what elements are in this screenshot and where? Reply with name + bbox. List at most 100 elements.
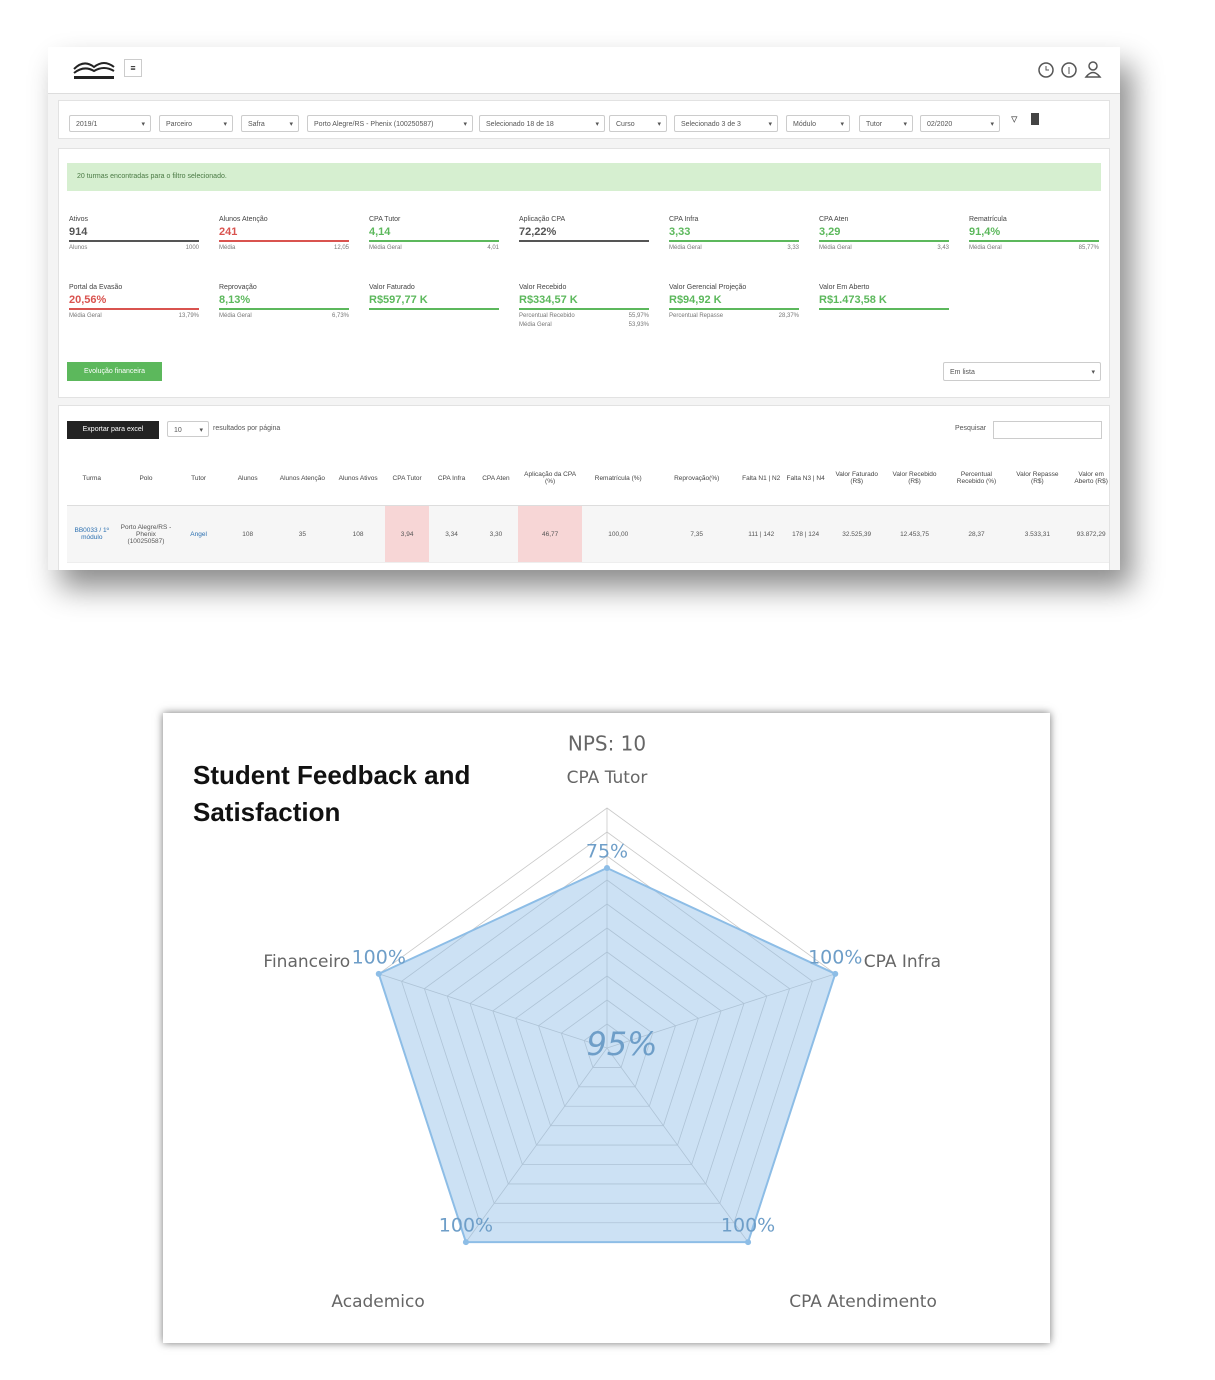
kpi-card: Reprovação 8,13% Média Geral 6,73% [219,284,349,322]
column-header[interactable]: CPA Infra [429,451,474,506]
kpi-label: Alunos Atenção [219,216,268,223]
top-bar: ≡ [48,47,1120,94]
column-header[interactable]: Alunos [221,451,274,506]
kpi-sub-label: Percentual Recebido [519,313,575,319]
filter-select[interactable]: 2019/1 [69,115,151,132]
kpi-sub-label: Alunos [69,245,88,251]
column-header[interactable]: Valor Repasse (R$) [1009,451,1066,506]
category-label: CPA Infra [864,952,941,972]
column-header[interactable]: Valor em Aberto (R$) [1065,451,1109,506]
column-header[interactable]: Polo [116,451,176,506]
filter-select[interactable]: Curso [609,115,667,132]
radar-area [377,866,837,1244]
column-header[interactable]: Valor Faturado (R$) [827,451,886,506]
kpi-sub-label: Média Geral [819,245,852,251]
column-header[interactable]: Rematrícula (%) [582,451,655,506]
kpi-bar [669,308,799,310]
center-label: 95% [586,1025,657,1063]
radar-point [375,970,382,977]
kpi-bar [969,240,1099,242]
grid-ring [560,999,654,1088]
filter-select[interactable]: Módulo [786,115,850,132]
bookmark-icon [1031,113,1039,125]
filter-select[interactable]: Tutor [859,115,913,132]
value-label: 100% [721,1215,775,1237]
kpi-bar [69,308,199,310]
kpi-sub-label: Média Geral [969,245,1002,251]
kpi-card: Alunos Atenção 241 Média 12,05 [219,216,349,254]
kpi-sub-value: 4,01 [487,245,499,251]
kpi-value: 914 [69,226,88,238]
grid-ring [423,855,791,1204]
kpi-card: CPA Infra 3,33 Média Geral 3,33 [669,216,799,254]
column-header[interactable]: Turma [67,451,117,506]
column-header[interactable]: Valor Recebido (R$) [885,451,944,506]
table-cell: 3,34 [429,505,474,563]
search-label: Pesquisar [955,425,987,432]
kpi-value: 3,29 [819,226,841,238]
column-header[interactable]: Falta N1 | N2 [739,451,784,506]
table-cell: BB0033 / 1º módulo [67,505,117,563]
kpi-label: Aplicação CPA [519,216,566,223]
kpi-sub-label: Percentual Repasse [669,313,724,319]
kpi-bar [219,240,349,242]
category-label: Financeiro [263,952,350,972]
radar-point [604,865,610,871]
kpi-label: CPA Aten [819,216,849,223]
kpi-label: Ativos [69,216,89,223]
kpi-sub-label: Média Geral [219,313,252,319]
table-cell: 46,77 [518,505,583,563]
kpi-value: 4,14 [369,226,391,238]
column-header[interactable]: Alunos Atenção [273,451,332,506]
kpi-sub: Média Geral 53,93% [519,322,649,331]
kpi-card: Rematrícula 91,4% Média Geral 85,77% [969,216,1099,254]
kpi-bar [369,240,499,242]
column-header[interactable]: Alunos Ativos [331,451,385,506]
filter-select[interactable]: Parceiro [159,115,233,132]
kpi-value: 3,33 [669,226,691,238]
kpi-sub-label: Média Geral [519,322,552,328]
kpi-label: Valor Em Aberto [819,284,870,291]
kpi-sub-value: 55,97% [628,313,649,319]
grid-ring [538,975,676,1107]
radar-panel: Student Feedback and Satisfaction NPS: 1… [163,713,1050,1343]
table-cell: 108 [221,505,274,563]
kpi-bar [669,240,799,242]
filter-select[interactable]: Porto Alegre/RS - Phenix (100250587) [307,115,473,132]
kpi-sub-value: 3,33 [787,245,799,251]
filter-select[interactable]: Selecionado 18 de 18 [479,115,605,132]
filter-select[interactable]: Safra [241,115,299,132]
column-header[interactable]: Tutor [175,451,222,506]
heading: Student Feedback and Satisfaction [193,760,471,827]
kpi-label: Valor Gerencial Projeção [669,284,747,291]
kpi-value: 8,13% [219,294,251,306]
view-select[interactable]: Em lista [943,362,1101,381]
menu-button[interactable]: ≡ [124,59,142,77]
kpi-bar [819,240,949,242]
column-header[interactable]: Reprovação(%) [654,451,740,506]
column-header[interactable]: CPA Tutor [384,451,430,506]
table-cell: 32.525,39 [827,505,886,563]
kpi-sub: Média Geral 85,77% [969,245,1099,254]
kpi-value: 91,4% [969,226,1001,238]
column-header[interactable]: Falta N3 | N4 [783,451,828,506]
filter-select[interactable]: 02/2020 [920,115,1000,132]
radar-point [745,1239,752,1246]
table-cell: 28,37 [943,505,1010,563]
export-button[interactable]: Exportar para excel [67,421,159,439]
kpi-sub: Alunos 1000 [69,245,199,254]
page-size-select[interactable]: 10 [167,421,209,437]
kpi-sub: Média Geral 3,33 [669,245,799,254]
filter-panel: 2019/1 Parceiro Safra Porto Alegre/RS - Phe… [58,100,1110,139]
filter-select[interactable]: Selecionado 3 de 3 [674,115,778,132]
grid-spoke [378,973,608,1049]
column-header[interactable]: Percentual Recebido (%) [943,451,1010,506]
column-header[interactable]: CPA Aten [473,451,519,506]
search-input[interactable] [993,421,1102,439]
kpi-sub-label: Média Geral [69,313,102,319]
kpi-card: Ativos 914 Alunos 1000 [69,216,199,254]
kpi-sub-value: 1000 [185,245,199,251]
kpi-sub: Média Geral 13,79% [69,313,199,322]
column-header[interactable]: Aplicação da CPA (%) [518,451,583,506]
evolution-button[interactable]: Evolução financeira [67,362,162,381]
